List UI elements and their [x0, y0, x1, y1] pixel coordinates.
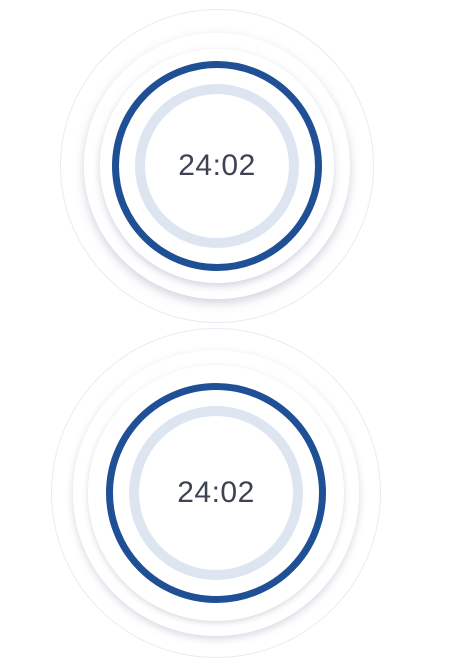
timer-dial-top[interactable]: 24:02: [60, 9, 374, 323]
time-readout: 24:02: [177, 476, 255, 509]
timer-dial-bottom[interactable]: 24:02: [51, 328, 381, 658]
track-ring: [129, 406, 303, 580]
time-readout: 24:02: [178, 149, 256, 182]
track-ring: [135, 84, 299, 248]
